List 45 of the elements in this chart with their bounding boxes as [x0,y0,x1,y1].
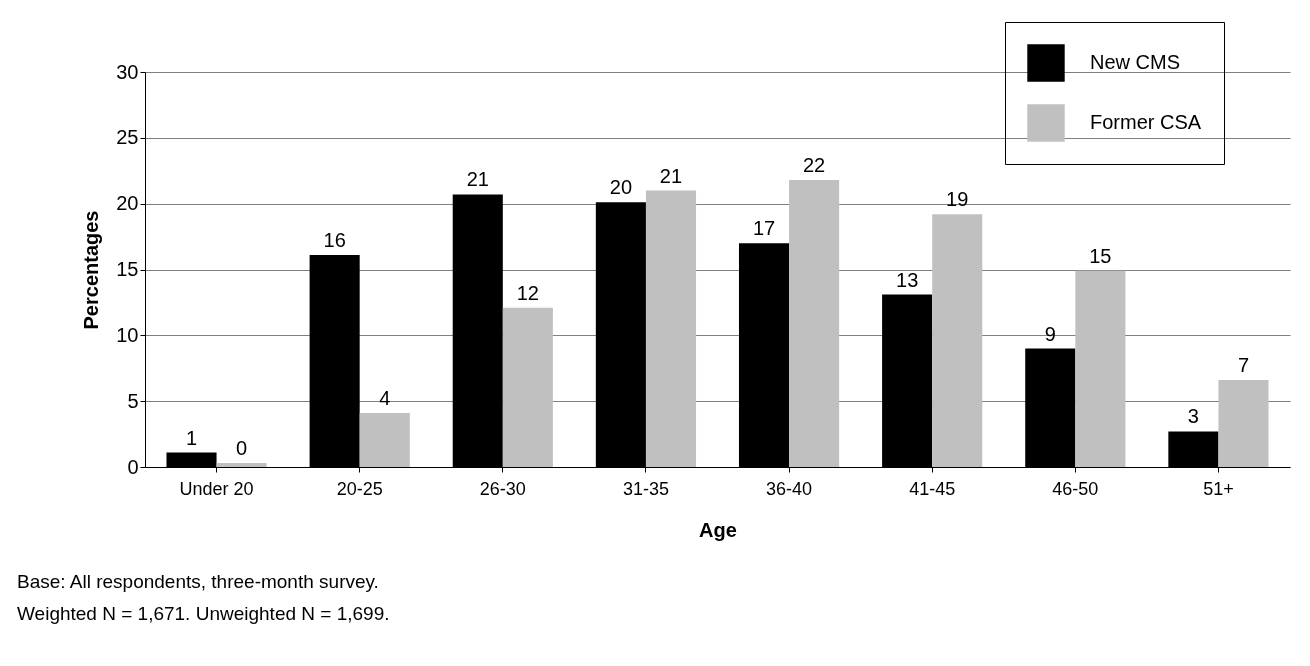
bar [1075,270,1126,467]
data-label: 4 [379,387,391,410]
bar [502,307,553,467]
data-label: 3 [1187,405,1199,428]
data-label: 13 [896,268,919,291]
data-label: 17 [752,217,776,240]
y-tick-label: 15 [116,258,139,280]
bar [932,214,983,467]
bar [216,463,267,467]
bar [789,179,840,467]
bar [359,413,410,467]
bar [645,190,697,467]
x-tick-label: Under 20 [179,478,254,499]
y-axis-title: Percentages [80,210,103,330]
x-tick-label: 46-50 [1052,478,1099,499]
data-label: 20 [609,176,633,199]
data-label: 16 [323,229,346,252]
data-label: 7 [1237,354,1250,377]
y-tick-label: 10 [116,323,139,346]
x-tick-label: 51+ [1203,478,1234,499]
data-label: 9 [1044,322,1056,345]
data-label: 1 [185,426,198,449]
text: Base: All respondents, three-month survey. [17,571,379,592]
data-label: 15 [1089,244,1112,267]
y-tick-label: 5 [127,389,139,412]
y-tick-label: 30 [116,60,139,83]
x-axis-title: Age [699,518,737,541]
data-label: 22 [802,153,826,176]
legend-label: Former CSA [1090,111,1202,133]
x-tick-label: 26-30 [479,478,526,499]
data-label: 19 [946,188,969,211]
text: Weighted N = 1,671. Unweighted N = 1,699. [17,603,390,624]
y-tick-label: 20 [116,192,139,215]
bar [1218,380,1269,467]
x-tick-label: 36-40 [766,478,813,499]
y-tick-label: 0 [127,455,139,478]
y-tick-label: 25 [116,126,139,149]
data-label: 12 [516,281,539,304]
x-tick-label: 31-35 [622,478,669,499]
data-label: 21 [466,168,489,191]
x-tick-label: 41-45 [909,478,956,499]
x-tick-label: 20-25 [336,478,383,499]
data-label: 0 [236,437,248,460]
legend-label: New CMS [1090,51,1181,73]
data-label: 21 [659,164,683,187]
